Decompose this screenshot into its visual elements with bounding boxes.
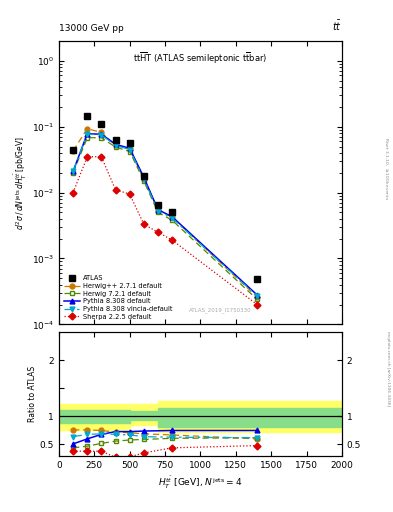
Text: mcplots.cern.ch [arXiv:1306.3436]: mcplots.cern.ch [arXiv:1306.3436]	[386, 331, 390, 406]
Herwig 7.2.1 default	[113, 144, 118, 150]
Text: $t\bar{t}$: $t\bar{t}$	[332, 19, 342, 33]
Line: Pythia 8.308 default: Pythia 8.308 default	[71, 132, 259, 297]
X-axis label: $H_T^{t\bar{t}}$ [GeV], $N^{\rm jets}=4$: $H_T^{t\bar{t}}$ [GeV], $N^{\rm jets}=4$	[158, 475, 242, 492]
Herwig++ 2.7.1 default	[127, 146, 132, 152]
Sherpa 2.2.5 default	[156, 229, 160, 236]
Pythia 8.308 default	[255, 292, 259, 298]
Herwig++ 2.7.1 default	[170, 215, 174, 221]
Sherpa 2.2.5 default	[113, 187, 118, 193]
ATLAS	[156, 202, 160, 208]
Herwig++ 2.7.1 default	[156, 207, 160, 213]
Text: ATLAS_2019_I1750330: ATLAS_2019_I1750330	[189, 307, 252, 313]
Herwig++ 2.7.1 default	[71, 148, 75, 154]
Pythia 8.308 vincia-default	[99, 132, 104, 138]
Pythia 8.308 vincia-default	[85, 131, 90, 137]
Herwig++ 2.7.1 default	[113, 142, 118, 148]
Herwig 7.2.1 default	[127, 148, 132, 155]
Pythia 8.308 default	[99, 131, 104, 137]
Sherpa 2.2.5 default	[141, 221, 146, 227]
Pythia 8.308 default	[141, 174, 146, 180]
Line: Herwig++ 2.7.1 default: Herwig++ 2.7.1 default	[71, 126, 259, 300]
Herwig 7.2.1 default	[255, 296, 259, 303]
Pythia 8.308 default	[156, 207, 160, 213]
Pythia 8.308 vincia-default	[156, 208, 160, 214]
ATLAS	[99, 121, 104, 127]
Herwig++ 2.7.1 default	[85, 125, 90, 132]
Legend: ATLAS, Herwig++ 2.7.1 default, Herwig 7.2.1 default, Pythia 8.308 default, Pythi: ATLAS, Herwig++ 2.7.1 default, Herwig 7.…	[62, 274, 174, 321]
Line: ATLAS: ATLAS	[70, 113, 260, 283]
Pythia 8.308 vincia-default	[170, 215, 174, 221]
Pythia 8.308 default	[170, 214, 174, 220]
Y-axis label: $d^2\sigma\,/\,dN^{\rm jets}\,dH_T^{t\bar{t}}\,[{\rm pb/GeV}]$: $d^2\sigma\,/\,dN^{\rm jets}\,dH_T^{t\ba…	[13, 136, 29, 229]
ATLAS	[127, 140, 132, 146]
Herwig++ 2.7.1 default	[99, 130, 104, 136]
Pythia 8.308 default	[127, 145, 132, 152]
Pythia 8.308 default	[85, 131, 90, 137]
Herwig 7.2.1 default	[170, 217, 174, 223]
ATLAS	[170, 209, 174, 216]
Sherpa 2.2.5 default	[170, 237, 174, 243]
Text: tt$\overline{\mathrm{H}}$T (ATLAS semileptonic t$\overline{\mathrm{t}}$bar): tt$\overline{\mathrm{H}}$T (ATLAS semile…	[133, 51, 268, 66]
Sherpa 2.2.5 default	[71, 189, 75, 196]
Herwig 7.2.1 default	[141, 178, 146, 184]
Sherpa 2.2.5 default	[127, 191, 132, 197]
Pythia 8.308 vincia-default	[113, 142, 118, 148]
Pythia 8.308 vincia-default	[71, 168, 75, 175]
Sherpa 2.2.5 default	[99, 154, 104, 160]
ATLAS	[85, 113, 90, 119]
Herwig 7.2.1 default	[99, 135, 104, 141]
Herwig 7.2.1 default	[71, 169, 75, 176]
ATLAS	[255, 276, 259, 283]
Pythia 8.308 vincia-default	[255, 293, 259, 299]
Herwig++ 2.7.1 default	[255, 294, 259, 300]
Y-axis label: Ratio to ATLAS: Ratio to ATLAS	[28, 366, 37, 422]
ATLAS	[71, 146, 75, 153]
Pythia 8.308 default	[113, 141, 118, 147]
Line: Sherpa 2.2.5 default: Sherpa 2.2.5 default	[71, 154, 259, 307]
Herwig 7.2.1 default	[156, 209, 160, 216]
Line: Pythia 8.308 vincia-default: Pythia 8.308 vincia-default	[71, 132, 259, 298]
Pythia 8.308 default	[71, 168, 75, 175]
ATLAS	[141, 173, 146, 179]
Pythia 8.308 vincia-default	[141, 176, 146, 182]
Herwig 7.2.1 default	[85, 135, 90, 141]
Sherpa 2.2.5 default	[255, 302, 259, 308]
Line: Herwig 7.2.1 default: Herwig 7.2.1 default	[71, 135, 259, 302]
Pythia 8.308 vincia-default	[127, 146, 132, 153]
ATLAS	[113, 137, 118, 143]
Herwig++ 2.7.1 default	[141, 176, 146, 182]
Text: 13000 GeV pp: 13000 GeV pp	[59, 24, 124, 33]
Sherpa 2.2.5 default	[85, 154, 90, 160]
Text: Rivet 3.1.10, $\geq$100k events: Rivet 3.1.10, $\geq$100k events	[383, 137, 390, 201]
